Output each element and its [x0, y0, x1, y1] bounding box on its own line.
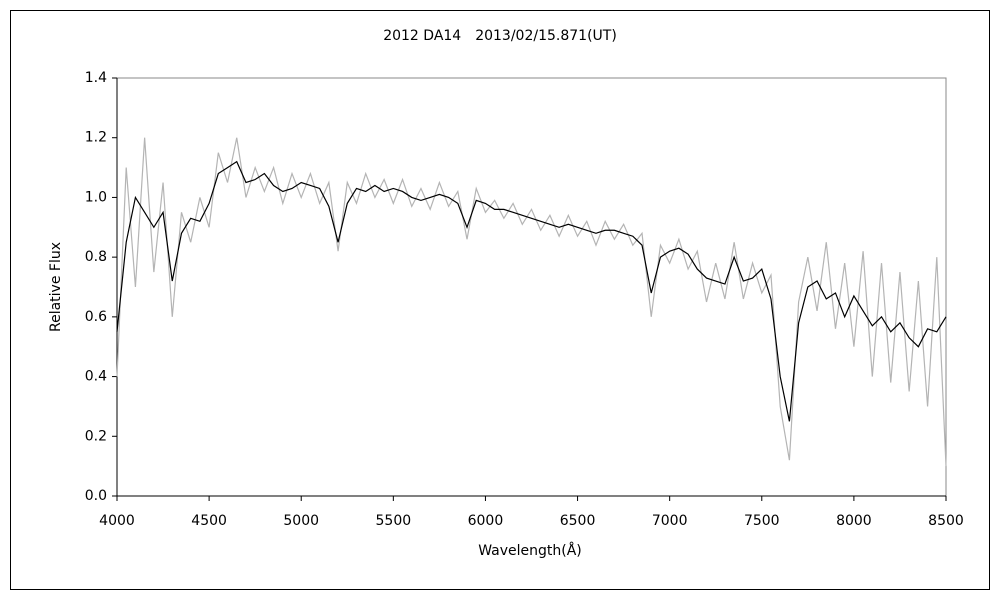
y-axis-label: Relative Flux	[48, 242, 64, 332]
y-tick-label: 0.8	[85, 249, 107, 265]
x-tick-label: 7000	[652, 513, 688, 529]
x-tick-label: 5500	[376, 513, 412, 529]
x-tick-label: 8000	[836, 513, 872, 529]
x-tick-label: 4500	[191, 513, 227, 529]
x-axis-label: Wavelength(Å)	[478, 542, 582, 559]
y-tick-label: 0.2	[85, 428, 107, 444]
chart-title: 2012 DA14 2013/02/15.871(UT)	[383, 28, 617, 44]
x-tick-label: 8500	[928, 513, 964, 529]
x-tick-label: 6000	[468, 513, 504, 529]
y-tick-label: 0.0	[85, 488, 107, 504]
data-line	[116, 137, 947, 467]
y-tick-label: 1.4	[85, 70, 107, 86]
y-tick-label: 0.4	[85, 369, 107, 385]
x-tick-label: 6500	[560, 513, 596, 529]
x-tick-label: 7500	[744, 513, 780, 529]
plot-area	[116, 77, 947, 497]
y-tick-label: 0.6	[85, 309, 107, 325]
y-tick-label: 1.2	[85, 130, 107, 146]
data-line	[116, 160, 947, 422]
x-tick-label: 4000	[99, 513, 135, 529]
x-tick-label: 5000	[283, 513, 319, 529]
y-tick-label: 1.0	[85, 189, 107, 205]
